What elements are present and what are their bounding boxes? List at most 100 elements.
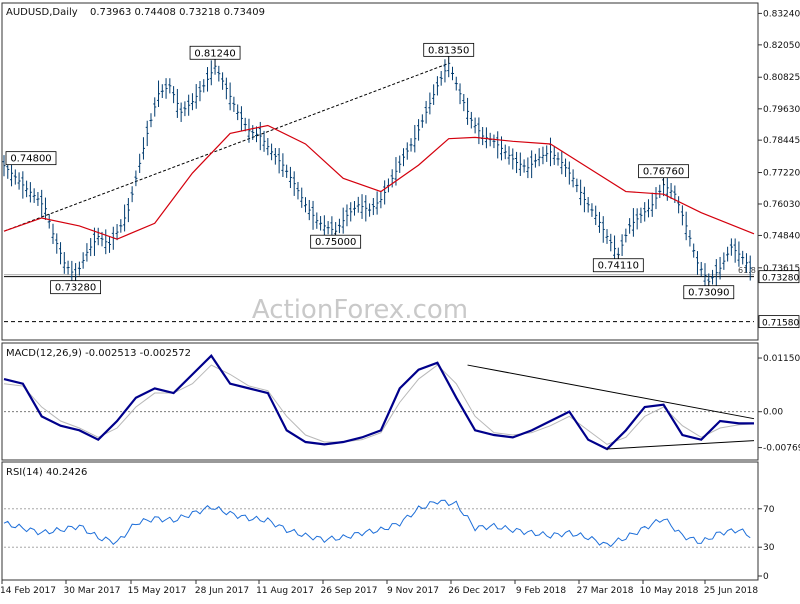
price-bar <box>586 197 590 213</box>
price-bar <box>51 223 55 244</box>
price-bar <box>537 148 541 167</box>
price-bar <box>571 169 575 188</box>
price-axis-label: 0.74840 <box>763 231 800 241</box>
price-bar <box>469 111 473 129</box>
price-bar <box>217 65 221 82</box>
rsi-axis-label: 30 <box>763 543 775 553</box>
macd-axis-label: 0.011508 <box>763 354 800 364</box>
price-bar <box>239 106 243 131</box>
price-bar <box>25 180 29 198</box>
price-bar <box>28 182 32 203</box>
price-bar <box>285 164 289 178</box>
price-axis-label: 0.80825 <box>763 73 800 83</box>
x-axis-label: 14 Feb 2017 <box>0 586 56 596</box>
annotation-text: 0.73090 <box>688 288 729 299</box>
price-bar <box>462 93 466 112</box>
x-axis-label: 27 Mar 2018 <box>576 586 633 596</box>
price-bar <box>311 200 315 230</box>
price-bar <box>466 97 470 125</box>
price-bar <box>277 148 281 174</box>
price-bar <box>281 153 285 177</box>
price-bar <box>748 255 752 281</box>
price-bar <box>149 113 153 128</box>
price-bar <box>605 229 609 244</box>
rsi-line <box>3 499 751 548</box>
price-bar <box>319 216 323 231</box>
price-bar <box>545 145 549 162</box>
price-bar <box>726 246 730 262</box>
annotation-text: 0.81240 <box>194 48 235 59</box>
price-bar <box>17 172 21 190</box>
macd-axis-label: -0.007694 <box>763 444 800 454</box>
x-axis-label: 11 Aug 2017 <box>256 586 314 596</box>
price-bar <box>695 251 699 275</box>
price-bar <box>658 184 662 199</box>
price-bar <box>718 256 722 280</box>
price-bar <box>21 171 25 199</box>
support-price-box <box>758 315 800 329</box>
price-bar <box>526 157 530 179</box>
price-bar <box>560 150 564 175</box>
macd-panel-frame <box>1 342 759 461</box>
price-bar <box>66 260 70 275</box>
price-bar <box>96 227 100 246</box>
x-axis-label: 26 Sep 2017 <box>320 586 377 596</box>
price-bar <box>123 204 127 232</box>
price-bar <box>398 155 402 173</box>
price-bar <box>224 77 228 100</box>
price-bar <box>77 261 81 276</box>
price-header-symbol: AUDUSD,Daily <box>6 7 78 18</box>
price-bar <box>597 211 601 233</box>
price-header-ohlc: 0.73963 0.74408 0.73218 0.73409 <box>90 7 265 18</box>
price-bar <box>375 191 379 215</box>
price-bar <box>141 137 145 160</box>
annotation-text: 0.81350 <box>428 45 469 56</box>
price-bar <box>609 233 613 252</box>
price-panel-frame <box>1 2 759 341</box>
price-bar <box>55 233 59 254</box>
price-bar <box>81 252 85 269</box>
price-bar <box>409 138 413 152</box>
macd-layer <box>3 354 755 451</box>
price-bar <box>533 153 537 168</box>
price-bar <box>507 146 511 165</box>
price-bar <box>541 146 545 165</box>
price-bar <box>209 60 213 86</box>
price-bar <box>481 127 485 146</box>
price-bar <box>492 134 496 149</box>
price-bar <box>631 208 635 237</box>
price-bar <box>300 187 304 208</box>
price-bar <box>43 197 47 220</box>
rsi-layer <box>3 499 754 548</box>
price-bar <box>243 117 247 132</box>
rsi-axis-label: 0 <box>763 572 769 582</box>
price-bar <box>168 78 172 94</box>
price-bar <box>160 84 164 99</box>
price-bar <box>36 191 40 206</box>
price-bar <box>251 125 255 140</box>
price-bar <box>503 144 507 160</box>
price-bar <box>511 148 515 170</box>
price-bar <box>32 188 36 203</box>
price-axis-label: 0.76030 <box>763 200 800 210</box>
price-bar <box>518 152 522 176</box>
price-bar <box>322 215 326 237</box>
price-bar <box>530 150 534 179</box>
rsi-axis-label: 70 <box>763 505 775 515</box>
price-bar <box>420 114 424 128</box>
x-axis-label: 9 Feb 2018 <box>516 586 567 596</box>
x-axis-label: 28 Jun 2017 <box>195 586 249 596</box>
price-annotation: 0.74110 <box>592 254 644 273</box>
price-bar <box>628 218 632 234</box>
price-bar <box>62 252 66 274</box>
price-bar <box>228 82 232 111</box>
price-axis-label: 0.83240 <box>763 9 800 19</box>
price-bar <box>104 229 108 255</box>
price-bar <box>450 66 454 81</box>
price-bar <box>164 78 168 99</box>
price-bar <box>292 171 296 196</box>
price-bar <box>601 216 605 243</box>
annotation-text: 0.75000 <box>315 237 356 248</box>
price-annotation: 0.73090 <box>683 281 735 300</box>
x-axis-label: 15 May 2017 <box>128 586 187 596</box>
